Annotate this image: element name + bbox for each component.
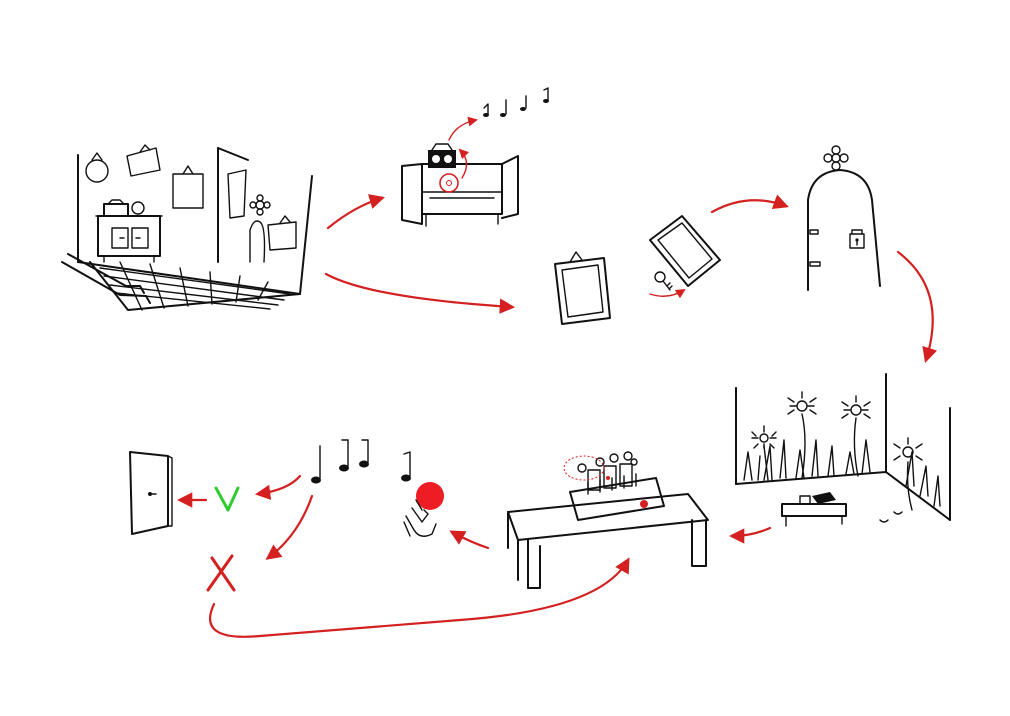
open-cabinet-with-radio-icon	[401, 143, 519, 227]
room-with-flowers-icon	[735, 373, 951, 527]
arrow-table-to-button	[449, 530, 490, 550]
hand-pressing-red-button-icon	[403, 482, 444, 537]
arrow-failure-back-to-table	[208, 557, 630, 638]
cross-mark-icon	[206, 554, 236, 592]
arrow-door-to-flower-room	[896, 250, 938, 363]
arrow-frames-to-door	[710, 194, 789, 214]
check-mark-icon	[214, 486, 240, 512]
arrow-flower-room-to-table	[728, 526, 772, 544]
music-notes-icon	[483, 87, 549, 117]
table-with-flower-box-icon	[507, 451, 709, 589]
arrow-notes-to-failure	[265, 494, 314, 560]
arrow-notes-to-success	[254, 474, 302, 501]
music-notes-icon	[311, 439, 411, 484]
exit-door-icon	[129, 451, 173, 535]
arrow-room-to-cabinet	[326, 194, 385, 230]
arrow-radio-to-notes	[448, 116, 478, 141]
arrow-room-to-frames	[324, 272, 516, 314]
room-with-checkered-floor-icon	[61, 144, 313, 311]
arched-door-with-lock-icon	[807, 145, 881, 291]
picture-frames-and-key-icon	[554, 215, 721, 325]
